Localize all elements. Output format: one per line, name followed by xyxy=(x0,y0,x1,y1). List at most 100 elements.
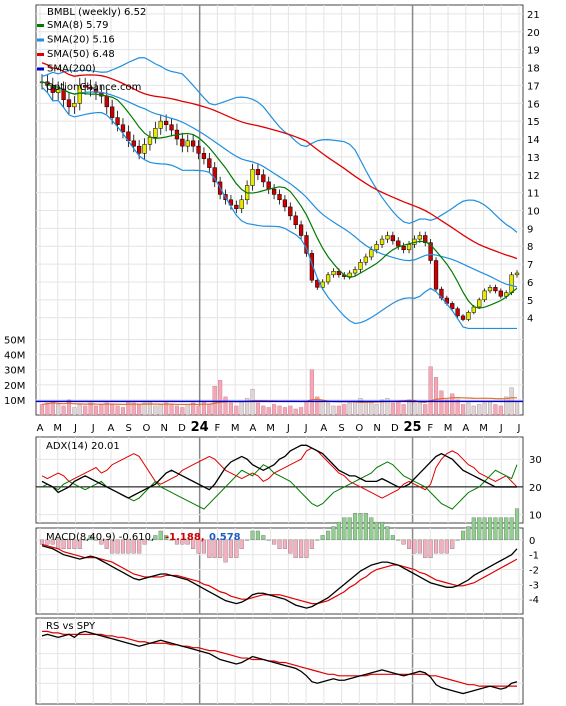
indicator-lines xyxy=(36,444,523,695)
macd-histogram-bar xyxy=(164,535,169,541)
candle-body xyxy=(185,140,190,147)
macd-histogram-bar xyxy=(401,539,406,545)
sma50-line xyxy=(41,62,518,260)
volume-bar xyxy=(396,401,401,416)
bollinger-lower-line xyxy=(41,86,517,330)
candle-body xyxy=(164,120,169,125)
month-label: J xyxy=(286,423,290,434)
macd-histogram-bar xyxy=(234,539,239,558)
macd-histogram-bar xyxy=(407,539,412,549)
macd-histogram-bar xyxy=(369,517,374,541)
volume-bar xyxy=(255,402,260,416)
month-label: A xyxy=(320,423,327,434)
legend-swatch xyxy=(37,53,44,56)
macd-histogram-bar xyxy=(174,539,179,545)
volume-bar xyxy=(245,398,250,416)
price-tick-label: 8 xyxy=(527,242,533,253)
month-label: D xyxy=(391,423,399,434)
volume-bar xyxy=(201,401,206,416)
volume-bar xyxy=(326,402,331,416)
volume-bar xyxy=(353,401,358,416)
month-label: M xyxy=(231,423,240,434)
month-label: J xyxy=(91,423,95,434)
volume-bar xyxy=(207,404,212,416)
volume-bar xyxy=(185,404,190,416)
adx-panel-frame xyxy=(35,436,524,524)
volume-bar xyxy=(374,404,379,416)
macd-histogram-bar xyxy=(482,517,487,541)
signal-value: 0.578 xyxy=(209,532,241,543)
candle-body xyxy=(498,290,503,297)
macd-histogram-bar xyxy=(93,539,99,541)
month-label: D xyxy=(178,423,186,434)
macd-histogram-bar xyxy=(326,530,331,541)
volume-bar xyxy=(104,402,109,416)
adx-tick-label: 20 xyxy=(529,483,542,494)
macd-histogram-bar xyxy=(39,539,45,545)
candle-body xyxy=(369,249,374,258)
volume-bar xyxy=(477,404,482,416)
volume-bar xyxy=(288,405,293,416)
macd-histogram-bar xyxy=(466,526,471,541)
candle-body xyxy=(56,88,61,93)
price-legend: BMBL (weekly) 6.52 SMA(8) 5.79 SMA(20) 5.… xyxy=(37,7,146,93)
rs-average-line xyxy=(42,630,517,687)
macd-histogram-bar xyxy=(320,535,325,541)
price-tick-label: 17 xyxy=(527,81,540,92)
price-tick-label: 13 xyxy=(527,153,540,164)
macd-histogram-bar xyxy=(374,521,379,541)
volume-bar xyxy=(61,405,66,416)
macd-histogram-bar xyxy=(191,539,196,549)
candle-body xyxy=(358,262,363,270)
candle-body xyxy=(115,117,120,125)
candle-body xyxy=(282,199,288,208)
price-tick-label: 5 xyxy=(527,296,533,307)
price-tick-label: 4 xyxy=(527,314,533,325)
rs-label: RS vs SPY xyxy=(46,621,96,632)
volume-bar xyxy=(153,405,158,416)
volume-bar xyxy=(358,398,363,416)
volume-bar xyxy=(460,404,466,416)
macd-histogram-bar xyxy=(504,517,509,541)
candle-body xyxy=(120,124,126,133)
volume-bar xyxy=(164,402,169,416)
candle-body xyxy=(239,199,244,209)
volume-bar xyxy=(83,405,88,416)
macd-histogram-bar xyxy=(509,517,514,541)
volume-bar xyxy=(336,405,341,416)
volume-bar xyxy=(93,405,99,416)
macd-histogram-bar xyxy=(450,539,455,549)
bollinger-upper-line xyxy=(41,57,518,233)
macd-histogram-bar xyxy=(83,539,88,541)
candle-body xyxy=(288,206,293,217)
legend-label: SMA(20) 5.16 xyxy=(47,35,115,46)
candle-body xyxy=(423,235,428,243)
macd-histogram-bar xyxy=(417,539,422,554)
candle-body xyxy=(153,128,158,138)
candle-body xyxy=(266,181,271,190)
macd-histogram-bar xyxy=(423,539,428,558)
macd-histogram-bar xyxy=(169,539,174,541)
macd-histogram-bar xyxy=(115,539,120,554)
macd-histogram-bar xyxy=(288,539,293,554)
macd-histogram-bar xyxy=(493,517,498,541)
macd-histogram-bar xyxy=(50,539,55,545)
volume-bar xyxy=(401,404,406,416)
candle-body xyxy=(169,124,174,131)
candle-body xyxy=(487,287,493,292)
volume-bar xyxy=(299,407,304,416)
macd-histogram-bar xyxy=(147,539,152,541)
month-label: M xyxy=(53,423,62,434)
candle-body xyxy=(336,270,342,276)
ticker-label: BMBL (weekly) 6.52 xyxy=(47,7,146,18)
candle-body xyxy=(277,194,282,201)
candle-body xyxy=(50,85,55,93)
candle-body xyxy=(433,260,439,290)
candle-body xyxy=(482,290,487,301)
macd-histogram-bar xyxy=(358,513,363,541)
month-label: M xyxy=(266,423,275,434)
volume-bar xyxy=(196,405,201,416)
macd-histogram-bar xyxy=(412,539,417,554)
candle-body xyxy=(72,103,77,108)
